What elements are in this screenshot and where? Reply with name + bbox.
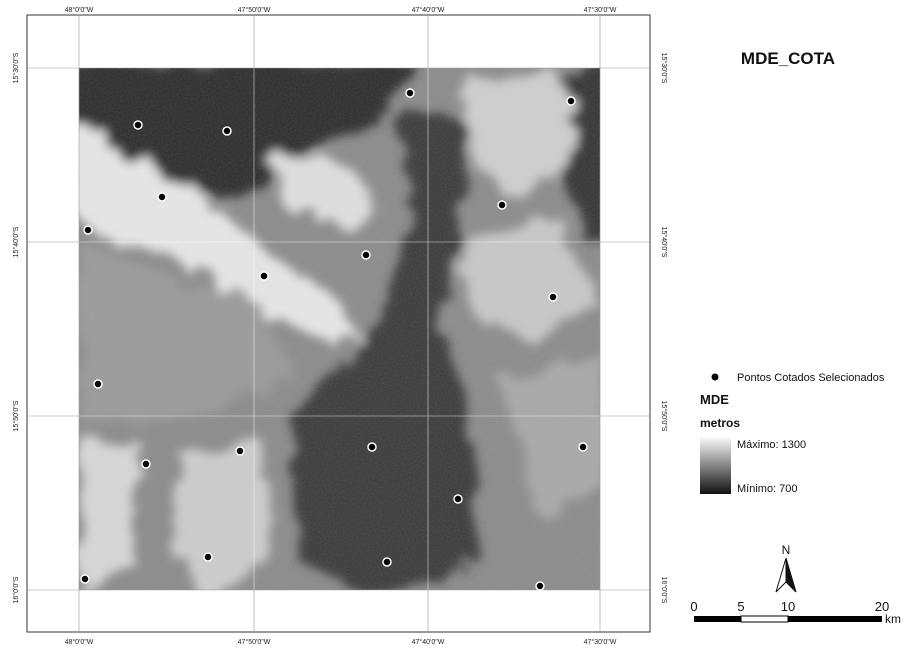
legend-min: Mínimo: 700 — [737, 483, 798, 495]
lat-label: 15°30'0"S — [660, 53, 668, 84]
dem-raster — [60, 60, 620, 600]
north-label: N — [782, 543, 791, 557]
lon-label: 48°0'0"W — [65, 638, 94, 646]
scale-label: 0 — [690, 599, 697, 614]
lat-label: 15°50'0"S — [12, 400, 20, 431]
scale-unit: km — [885, 612, 901, 626]
lon-label: 48°0'0"W — [65, 6, 94, 14]
lon-label: 47°50'0"W — [238, 6, 271, 14]
lon-label: 47°40'0"W — [412, 638, 445, 646]
legend-point-symbol — [712, 374, 719, 381]
lon-label: 47°30'0"W — [584, 6, 617, 14]
legend-unit: metros — [700, 416, 740, 430]
lon-label: 47°30'0"W — [584, 638, 617, 646]
lat-label: 15°40'0"S — [12, 226, 20, 257]
north-arrow-left — [776, 558, 786, 592]
legend-raster-title: MDE — [700, 392, 729, 407]
lon-label: 47°40'0"W — [412, 6, 445, 14]
lat-label: 15°50'0"S — [660, 401, 668, 432]
lat-label: 16°0'0"S — [660, 577, 668, 604]
legend-points-label: Pontos Cotados Selecionados — [737, 372, 885, 384]
legend-max: Máximo: 1300 — [737, 439, 806, 451]
map-layout: 48°0'0"W 48°0'0"W 47°50'0"W 47°50'0"W 47°40'… — [0, 0, 905, 650]
lat-label: 15°40'0"S — [660, 227, 668, 258]
map-title: MDE_COTA — [741, 49, 835, 68]
scale-label: 10 — [781, 599, 795, 614]
lon-label: 47°50'0"W — [238, 638, 271, 646]
lat-label: 16°0'0"S — [12, 576, 20, 603]
scale-label: 5 — [737, 599, 744, 614]
legend-ramp — [700, 436, 731, 494]
lat-label: 15°30'0"S — [12, 52, 20, 83]
north-arrow-right — [786, 558, 796, 592]
scale-bar — [694, 616, 882, 622]
